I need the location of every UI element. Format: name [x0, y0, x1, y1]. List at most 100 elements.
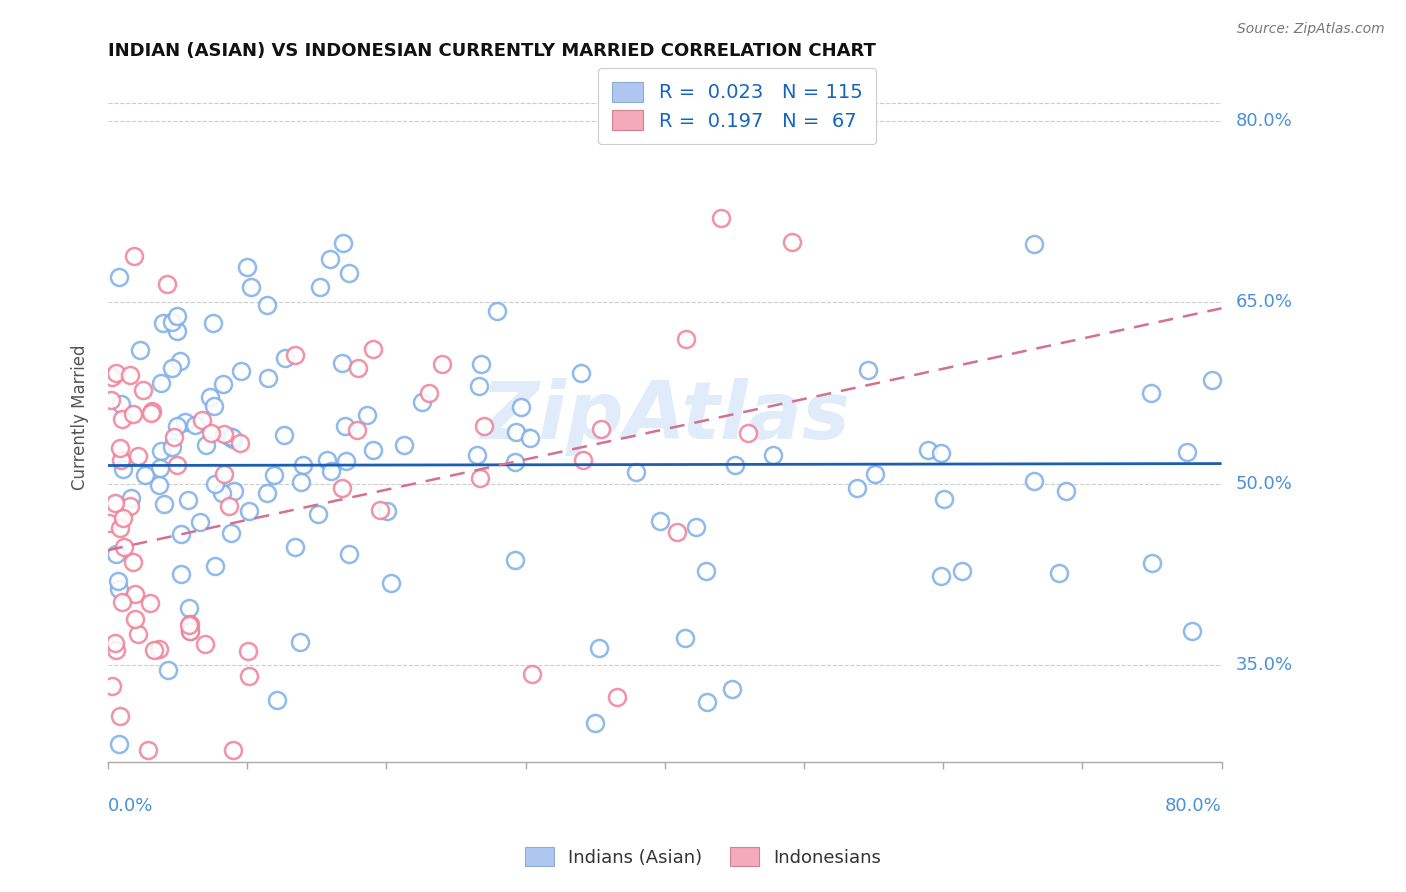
Point	[149, 461, 172, 475]
Point	[863, 467, 886, 481]
Point	[107, 737, 129, 751]
Point	[111, 412, 134, 426]
Point	[572, 453, 595, 467]
Point	[485, 304, 508, 318]
Point	[148, 642, 170, 657]
Point	[273, 351, 295, 365]
Point	[236, 644, 259, 658]
Point	[307, 507, 329, 521]
Point	[174, 415, 197, 429]
Point	[162, 360, 184, 375]
Point	[675, 332, 697, 346]
Point	[112, 541, 135, 555]
Point	[108, 708, 131, 723]
Point	[315, 453, 337, 467]
Point	[321, 464, 343, 478]
Point	[675, 631, 697, 645]
Point	[104, 636, 127, 650]
Point	[505, 425, 527, 440]
Point	[177, 617, 200, 632]
Point	[588, 641, 610, 656]
Point	[218, 500, 240, 514]
Point	[256, 486, 278, 500]
Point	[105, 642, 128, 657]
Point	[695, 564, 717, 578]
Point	[108, 269, 131, 284]
Point	[472, 419, 495, 434]
Point	[650, 514, 672, 528]
Point	[127, 626, 149, 640]
Point	[136, 743, 159, 757]
Point	[696, 695, 718, 709]
Point	[418, 386, 440, 401]
Point	[290, 475, 312, 490]
Point	[1139, 385, 1161, 400]
Point	[212, 467, 235, 482]
Point	[152, 316, 174, 330]
Point	[160, 440, 183, 454]
Point	[380, 576, 402, 591]
Point	[201, 316, 224, 330]
Point	[177, 493, 200, 508]
Point	[347, 360, 370, 375]
Point	[470, 357, 492, 371]
Point	[120, 491, 142, 506]
Point	[583, 716, 606, 731]
Point	[929, 446, 952, 460]
Point	[290, 635, 312, 649]
Point	[121, 555, 143, 569]
Point	[240, 279, 263, 293]
Point	[569, 366, 592, 380]
Text: 65.0%: 65.0%	[1236, 293, 1292, 311]
Point	[333, 419, 356, 434]
Point	[166, 309, 188, 323]
Point	[149, 443, 172, 458]
Text: 35.0%: 35.0%	[1236, 657, 1292, 674]
Point	[108, 521, 131, 535]
Y-axis label: Currently Married: Currently Married	[72, 344, 89, 490]
Point	[346, 423, 368, 437]
Point	[153, 497, 176, 511]
Point	[200, 390, 222, 404]
Point	[188, 515, 211, 529]
Point	[134, 468, 156, 483]
Point	[166, 418, 188, 433]
Point	[503, 455, 526, 469]
Point	[929, 568, 952, 582]
Point	[685, 519, 707, 533]
Point	[122, 407, 145, 421]
Point	[284, 348, 307, 362]
Point	[665, 525, 688, 540]
Point	[202, 399, 225, 413]
Point	[124, 612, 146, 626]
Point	[1142, 556, 1164, 570]
Point	[163, 430, 186, 444]
Point	[465, 448, 488, 462]
Point	[846, 481, 869, 495]
Text: ZipAtlas: ZipAtlas	[479, 378, 849, 456]
Point	[111, 595, 134, 609]
Point	[110, 397, 132, 411]
Point	[256, 298, 278, 312]
Point	[1201, 373, 1223, 387]
Point	[266, 692, 288, 706]
Point	[120, 500, 142, 514]
Point	[148, 477, 170, 491]
Point	[204, 476, 226, 491]
Point	[221, 525, 243, 540]
Legend: Indians (Asian), Indonesians: Indians (Asian), Indonesians	[517, 840, 889, 874]
Point	[503, 553, 526, 567]
Point	[104, 495, 127, 509]
Point	[169, 354, 191, 368]
Point	[160, 315, 183, 329]
Text: 80.0%: 80.0%	[1236, 112, 1292, 130]
Point	[762, 448, 785, 462]
Point	[952, 564, 974, 578]
Point	[179, 624, 201, 639]
Point	[519, 431, 541, 445]
Text: 0.0%: 0.0%	[108, 797, 153, 814]
Point	[166, 324, 188, 338]
Point	[1024, 474, 1046, 488]
Point	[170, 526, 193, 541]
Point	[238, 503, 260, 517]
